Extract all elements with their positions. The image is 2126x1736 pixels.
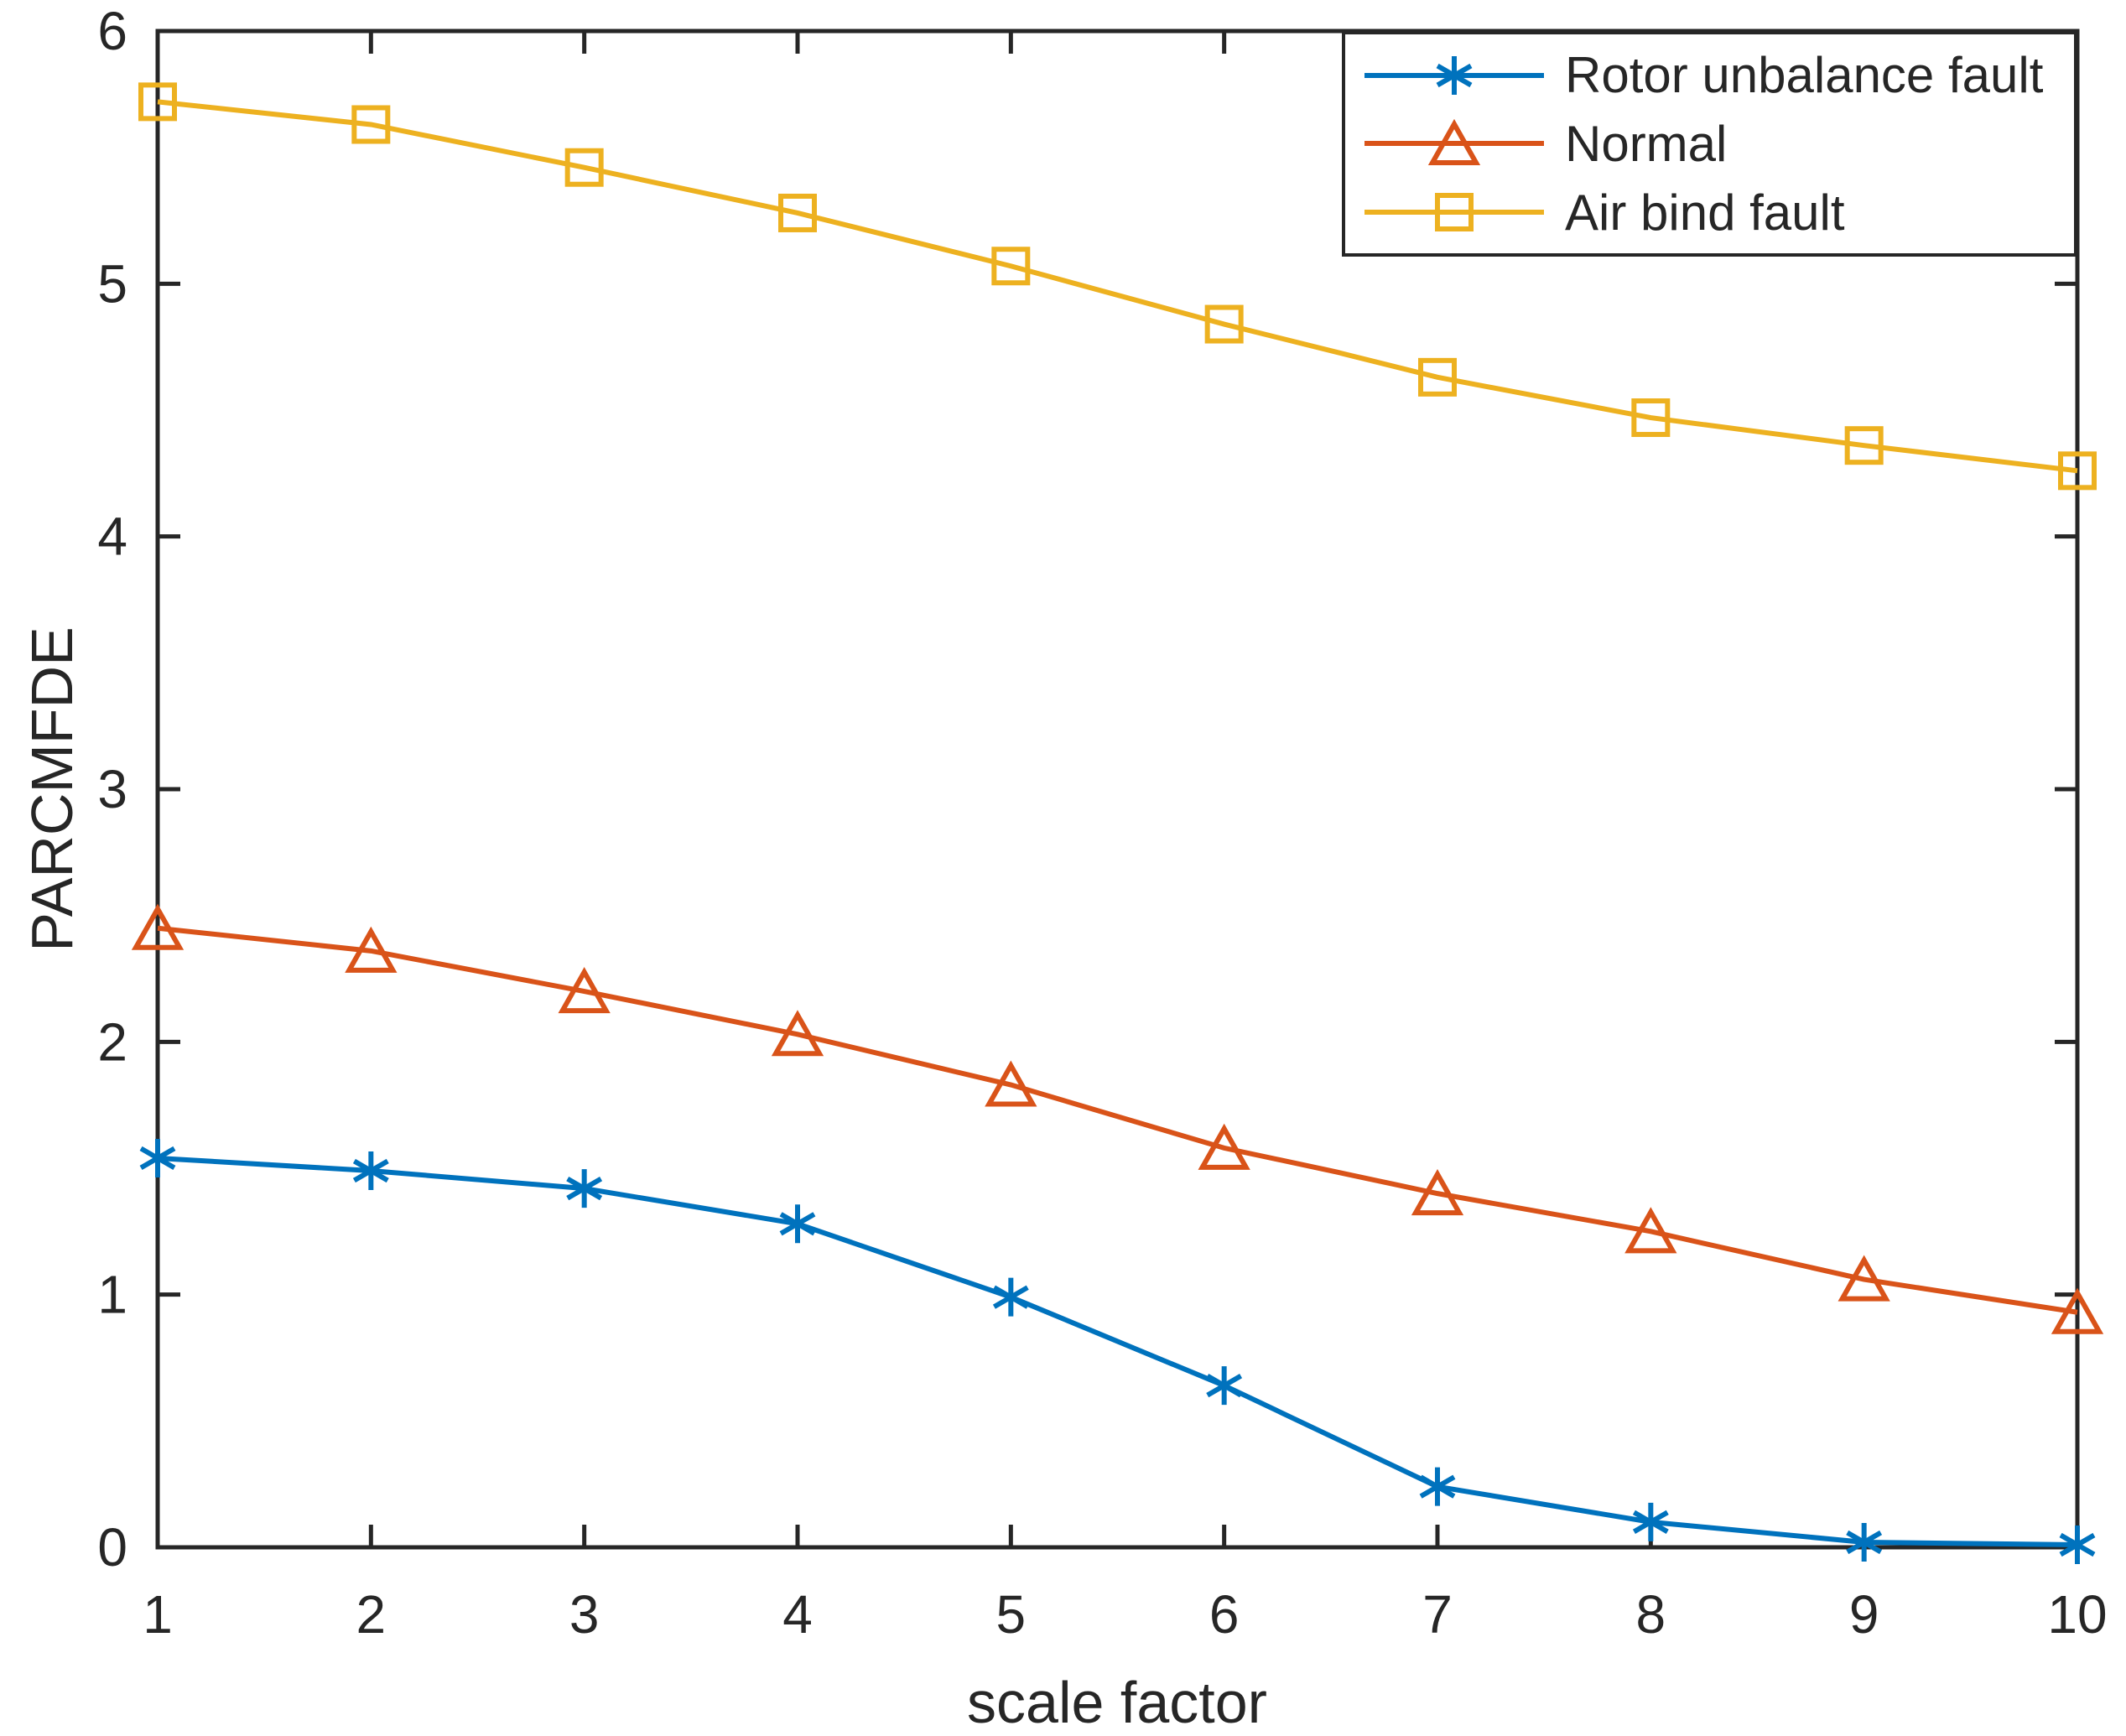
- legend-swatch-rotor-unbalance-fault: [1364, 55, 1544, 95]
- asterisk-marker-icon: [1206, 1366, 1243, 1406]
- triangle-marker-icon: [1411, 1169, 1464, 1216]
- series-line: [157, 1155, 2078, 1547]
- x-tick-label: 4: [782, 1584, 813, 1645]
- asterisk-marker-icon: [352, 1151, 389, 1191]
- asterisk-marker-icon: [1632, 1502, 1669, 1541]
- square-marker-icon: [1844, 426, 1884, 465]
- square-marker-icon: [1435, 193, 1474, 232]
- triangle-marker-icon: [2051, 1287, 2104, 1334]
- square-marker-icon: [1204, 304, 1244, 344]
- y-tick-label: 2: [97, 1011, 127, 1072]
- asterisk-marker-icon: [1419, 1467, 1456, 1506]
- square-marker-icon: [991, 247, 1031, 286]
- y-tick-label: 0: [97, 1517, 127, 1577]
- asterisk-marker-icon: [992, 1277, 1029, 1317]
- x-tick-label: 3: [569, 1584, 600, 1645]
- asterisk-marker-icon: [566, 1169, 603, 1208]
- triangle-marker-icon: [1838, 1255, 1890, 1302]
- square-marker-icon: [138, 82, 177, 122]
- legend-item: Rotor unbalance fault: [1345, 43, 2074, 108]
- x-tick-label: 6: [1209, 1584, 1240, 1645]
- y-tick-label: 5: [97, 253, 127, 314]
- legend-item: Air bind fault: [1345, 179, 2074, 245]
- legend-label: Rotor unbalance fault: [1565, 47, 2044, 104]
- legend-item: Normal: [1345, 111, 2074, 176]
- square-marker-icon: [564, 148, 604, 187]
- asterisk-marker-icon: [779, 1204, 816, 1244]
- legend-swatch-normal: [1364, 119, 1544, 166]
- triangle-marker-icon: [1198, 1123, 1250, 1170]
- triangle-marker-icon: [558, 966, 611, 1014]
- legend-swatch-air-bind-fault: [1364, 193, 1544, 232]
- triangle-marker-icon: [1427, 119, 1481, 166]
- square-marker-icon: [1418, 357, 1457, 397]
- y-tick-label: 3: [97, 759, 127, 819]
- legend-label: Air bind fault: [1565, 184, 1845, 241]
- series-line: [157, 99, 2078, 474]
- y-tick-label: 6: [97, 1, 127, 61]
- asterisk-marker-icon: [2059, 1525, 2096, 1564]
- x-axis-label: scale factor: [967, 1670, 1267, 1735]
- legend: Rotor unbalance fault Normal Air bind fa…: [1342, 31, 2077, 257]
- x-tick-label: 2: [356, 1584, 387, 1645]
- triangle-marker-icon: [985, 1060, 1037, 1107]
- series-normal: [131, 903, 2104, 1334]
- x-tick-label: 10: [2047, 1584, 2107, 1645]
- x-tick-label: 5: [996, 1584, 1027, 1645]
- triangle-marker-icon: [131, 903, 185, 950]
- triangle-marker-icon: [771, 1010, 824, 1057]
- y-tick-label: 4: [97, 507, 127, 567]
- y-tick-label: 1: [97, 1265, 127, 1325]
- series-rotor-unbalance-fault: [139, 1138, 2096, 1564]
- x-tick-label: 9: [1849, 1584, 1879, 1645]
- square-marker-icon: [778, 193, 817, 232]
- series-air-bind-fault: [138, 82, 2097, 491]
- series-line: [157, 925, 2078, 1315]
- triangle-marker-icon: [345, 926, 398, 973]
- asterisk-marker-icon: [1846, 1522, 1883, 1562]
- x-tick-label: 8: [1636, 1584, 1666, 1645]
- square-marker-icon: [1631, 398, 1671, 438]
- square-marker-icon: [2058, 451, 2097, 491]
- asterisk-marker-icon: [1436, 55, 1473, 95]
- triangle-marker-icon: [1624, 1207, 1677, 1254]
- x-tick-label: 7: [1422, 1584, 1453, 1645]
- x-tick-label: 1: [143, 1584, 173, 1645]
- legend-label: Normal: [1565, 115, 1728, 172]
- asterisk-marker-icon: [139, 1138, 176, 1177]
- y-axis-label: PARCMFDE: [19, 626, 85, 952]
- axes-box: [155, 29, 2080, 1550]
- square-marker-icon: [351, 105, 391, 144]
